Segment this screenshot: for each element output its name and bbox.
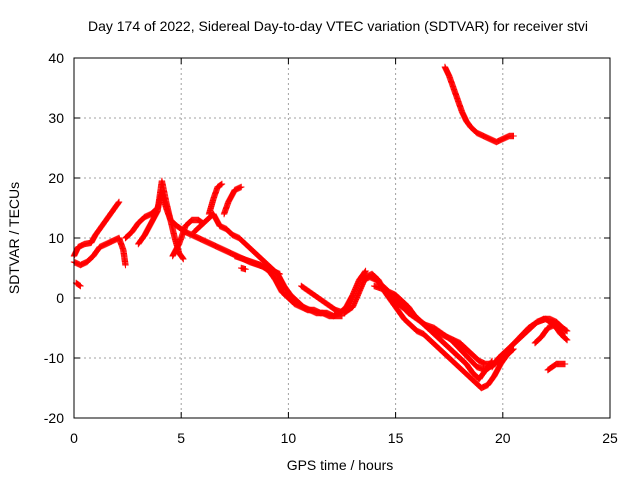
data-series-track-i xyxy=(220,183,245,218)
x-tick-label: 15 xyxy=(388,430,404,446)
data-markers xyxy=(220,183,245,218)
data-series-track-p xyxy=(488,315,571,371)
data-markers xyxy=(169,216,206,260)
y-tick-label: 40 xyxy=(48,50,64,66)
data-series-track-r xyxy=(544,360,569,374)
y-tick-label: -10 xyxy=(44,350,64,366)
data-series-track-o xyxy=(441,63,517,146)
data-series-track-h xyxy=(205,180,226,218)
data-series-track-n xyxy=(392,297,496,383)
data-markers xyxy=(531,321,571,347)
y-tick-label: 20 xyxy=(48,170,64,186)
data-series-track-f xyxy=(169,216,206,260)
data-markers xyxy=(231,252,369,320)
data-series-track-s xyxy=(238,264,249,273)
data-markers xyxy=(544,360,569,374)
data-markers xyxy=(72,279,84,290)
x-tick-label: 25 xyxy=(602,430,618,446)
data-series-track-j xyxy=(231,252,369,320)
x-tick-label: 10 xyxy=(281,430,297,446)
y-tick-label: 10 xyxy=(48,230,64,246)
y-tick-label: -20 xyxy=(44,410,64,426)
data-layer xyxy=(70,63,571,392)
data-series-track-q xyxy=(531,321,571,347)
data-markers xyxy=(392,297,496,383)
chart-title: Day 174 of 2022, Sidereal Day-to-day VTE… xyxy=(88,18,588,34)
data-markers xyxy=(488,315,571,371)
x-tick-label: 0 xyxy=(70,430,78,446)
x-tick-label: 5 xyxy=(177,430,185,446)
y-tick-label: 0 xyxy=(56,290,64,306)
y-tick-label: 30 xyxy=(48,110,64,126)
data-series-track-b xyxy=(72,279,84,290)
data-markers xyxy=(441,63,517,146)
data-markers xyxy=(238,264,249,273)
x-axis-label: GPS time / hours xyxy=(287,457,394,473)
data-markers xyxy=(205,180,226,218)
y-axis-label: SDTVAR / TECUs xyxy=(6,182,22,294)
grid-layer xyxy=(74,58,610,418)
x-tick-label: 20 xyxy=(495,430,511,446)
axis-layer: 0 5 10 15 20 25 -20 -10 0 10 20 30 40 xyxy=(44,50,618,446)
